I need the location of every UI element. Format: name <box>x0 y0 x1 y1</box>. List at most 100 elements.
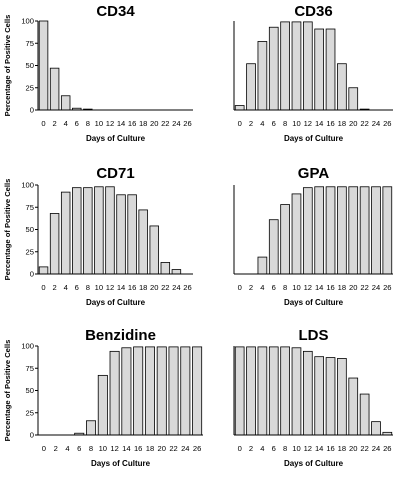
x-tick-label: 12 <box>304 283 312 292</box>
x-tick-label: 14 <box>315 444 323 453</box>
bar-day-12 <box>109 350 120 436</box>
bar-day-4 <box>257 256 268 275</box>
x-tick-label: 12 <box>110 444 118 453</box>
x-tick-label: 18 <box>338 119 346 128</box>
x-tick-label: 18 <box>338 283 346 292</box>
y-tick-label: 25 <box>26 408 34 417</box>
bar-day-16 <box>133 346 144 436</box>
bar-day-10 <box>291 347 302 436</box>
bar-day-4 <box>60 95 71 111</box>
bar-day-2 <box>246 346 256 436</box>
bar-day-22 <box>359 186 370 275</box>
bar-day-2 <box>246 63 256 111</box>
x-tick-label: 16 <box>326 119 334 128</box>
bar-day-8 <box>280 21 290 111</box>
bar-day-14 <box>121 347 132 436</box>
x-tick-label: 18 <box>139 283 147 292</box>
y-tick-label: 75 <box>26 364 34 373</box>
bar-day-18 <box>144 346 155 436</box>
bar-day-6 <box>268 26 279 111</box>
x-tick-label: 0 <box>238 444 242 453</box>
x-tick-label: 2 <box>249 283 253 292</box>
bar-day-16 <box>127 194 137 275</box>
x-tick-label: 26 <box>183 283 191 292</box>
y-tick-label: 50 <box>26 386 34 395</box>
x-tick-label: 4 <box>64 283 68 292</box>
bar-day-8 <box>86 420 97 436</box>
x-tick-label: 6 <box>75 283 79 292</box>
x-axis-label: Days of Culture <box>91 459 151 468</box>
x-tick-label: 24 <box>181 444 189 453</box>
bar-day-18 <box>337 358 347 436</box>
x-tick-label: 0 <box>238 283 242 292</box>
x-tick-label: 12 <box>106 119 114 128</box>
bar-day-10 <box>291 193 302 275</box>
y-tick-label: 0 <box>30 106 34 115</box>
bar-day-20 <box>348 377 359 436</box>
x-tick-label: 24 <box>372 444 380 453</box>
y-tick-label: 100 <box>21 17 34 26</box>
x-tick-label: 22 <box>169 444 177 453</box>
x-tick-label: 20 <box>349 444 357 453</box>
bar-day-14 <box>314 356 325 436</box>
x-tick-label: 4 <box>64 119 68 128</box>
bar-day-18 <box>138 209 148 275</box>
bar-day-6 <box>268 219 279 275</box>
x-tick-label: 20 <box>349 119 357 128</box>
bar-day-12 <box>302 21 313 111</box>
chart-title: CD71 <box>96 165 134 182</box>
bar-day-12 <box>105 186 115 275</box>
x-tick-label: 20 <box>158 444 166 453</box>
bar-day-24 <box>371 186 381 275</box>
bar-day-22 <box>168 346 179 436</box>
x-tick-label: 22 <box>360 119 368 128</box>
x-tick-label: 8 <box>283 119 287 128</box>
bar-day-8 <box>280 346 290 436</box>
x-tick-label: 24 <box>172 283 180 292</box>
bar-day-2 <box>49 67 60 111</box>
x-tick-label: 6 <box>75 119 79 128</box>
x-tick-label: 16 <box>134 444 142 453</box>
x-tick-label: 20 <box>150 283 158 292</box>
x-tick-label: 22 <box>360 444 368 453</box>
bar-day-14 <box>314 186 325 275</box>
x-tick-label: 6 <box>272 119 276 128</box>
x-tick-label: 16 <box>128 283 136 292</box>
x-tick-label: 22 <box>161 119 169 128</box>
x-tick-label: 8 <box>86 283 90 292</box>
bar-day-20 <box>348 186 359 275</box>
x-tick-label: 14 <box>117 119 125 128</box>
x-axis-label: Days of Culture <box>284 298 344 307</box>
x-tick-label: 4 <box>260 283 264 292</box>
x-tick-label: 26 <box>383 119 391 128</box>
x-tick-label: 4 <box>260 119 264 128</box>
bar-day-8 <box>280 204 290 275</box>
x-tick-label: 14 <box>315 119 323 128</box>
x-tick-label: 24 <box>372 119 380 128</box>
x-tick-label: 18 <box>338 444 346 453</box>
bar-day-0 <box>38 266 49 275</box>
y-tick-label: 75 <box>26 203 34 212</box>
x-tick-label: 6 <box>77 444 81 453</box>
bar-day-2 <box>49 213 60 275</box>
y-tick-label: 50 <box>26 225 34 234</box>
y-tick-label: 100 <box>21 342 34 351</box>
bar-day-20 <box>348 87 359 111</box>
bar-day-0 <box>38 20 49 111</box>
x-tick-label: 0 <box>41 283 45 292</box>
x-tick-label: 12 <box>106 283 114 292</box>
x-tick-label: 18 <box>139 119 147 128</box>
x-tick-label: 0 <box>41 119 45 128</box>
bar-day-8 <box>83 187 93 275</box>
x-axis-label: Days of Culture <box>284 459 344 468</box>
x-tick-label: 0 <box>238 119 242 128</box>
x-tick-label: 2 <box>52 119 56 128</box>
bar-day-0 <box>234 105 245 111</box>
y-tick-label: 100 <box>21 181 34 190</box>
